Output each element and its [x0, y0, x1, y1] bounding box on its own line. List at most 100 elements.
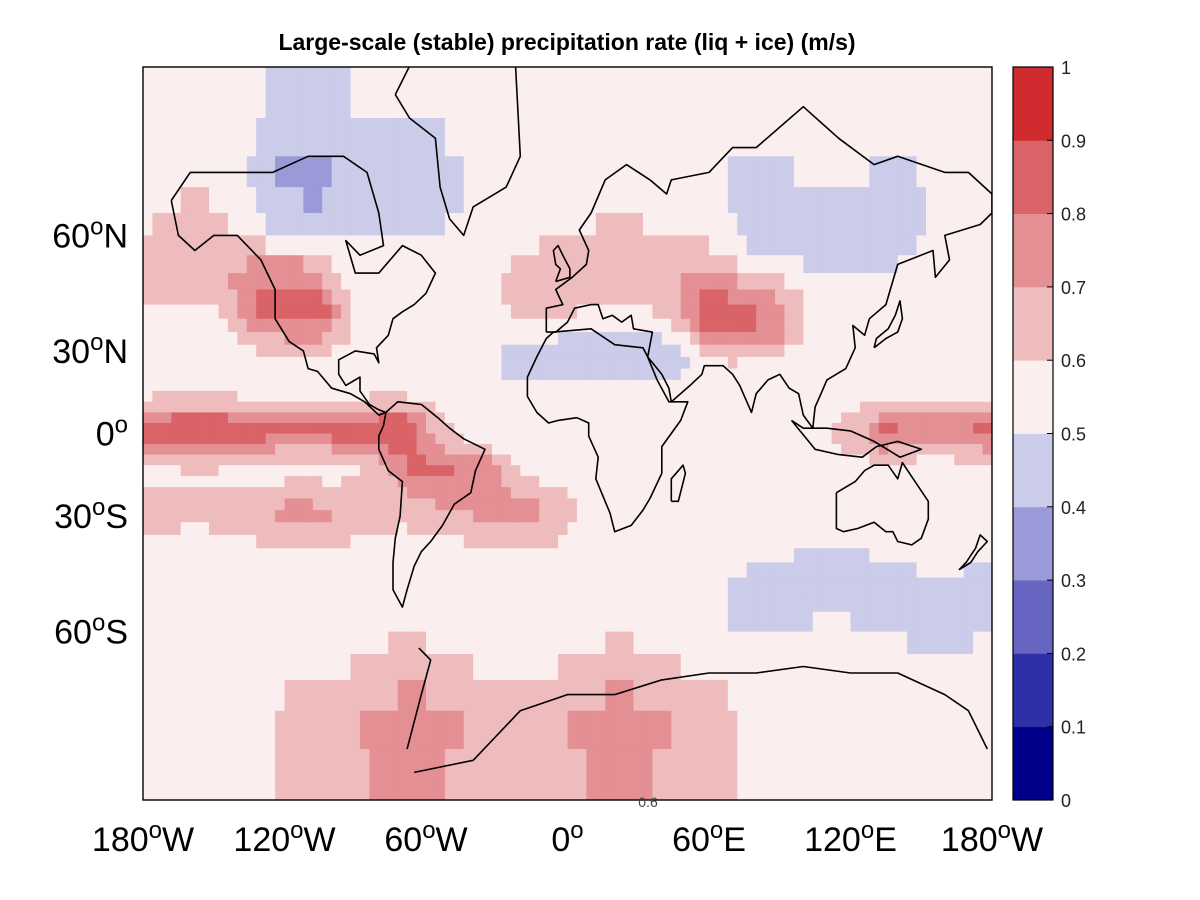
field-cell — [671, 356, 682, 370]
field-cell — [831, 476, 842, 488]
field-cell — [218, 631, 229, 655]
field-cell — [426, 390, 437, 403]
field-cell — [718, 548, 729, 564]
field-cell — [586, 498, 597, 511]
field-cell — [595, 235, 606, 256]
field-cell — [463, 273, 474, 291]
field-cell — [378, 379, 389, 392]
field-cell — [803, 289, 814, 306]
field-cell — [303, 465, 314, 477]
field-cell — [520, 156, 531, 188]
field-cell — [699, 679, 710, 712]
field-cell — [859, 498, 870, 511]
field-cell — [963, 562, 974, 579]
field-cell — [869, 344, 880, 358]
field-cell — [416, 534, 427, 549]
field-cell — [180, 611, 191, 633]
field-cell — [520, 390, 531, 403]
field-cell — [322, 710, 333, 750]
field-cell — [775, 654, 786, 681]
field-cell — [256, 212, 267, 236]
field-cell — [303, 390, 314, 403]
field-cell — [803, 534, 814, 549]
field-cell — [378, 465, 389, 477]
field-cell — [699, 412, 710, 424]
field-cell — [237, 273, 248, 291]
field-cell — [699, 187, 710, 214]
field-cell — [699, 593, 710, 613]
field-cell — [501, 465, 512, 477]
field-cell — [850, 749, 861, 800]
field-cell — [888, 390, 899, 403]
field-cell — [661, 156, 672, 188]
field-cell — [690, 577, 701, 595]
field-cell — [539, 654, 550, 681]
field-cell — [426, 235, 437, 256]
field-cell — [275, 593, 286, 613]
field-cell — [954, 498, 965, 511]
field-cell — [737, 344, 748, 358]
field-cell — [793, 344, 804, 358]
field-cell — [680, 476, 691, 488]
field-cell — [775, 156, 786, 188]
field-cell — [935, 577, 946, 595]
field-cell — [558, 534, 569, 549]
field-cell — [520, 454, 531, 466]
field-cell — [803, 344, 814, 358]
field-cell — [350, 187, 361, 214]
field-cell — [227, 749, 238, 800]
field-cell — [218, 368, 229, 381]
field-cell — [180, 534, 191, 549]
field-cell — [454, 710, 465, 750]
field-cell — [633, 433, 644, 445]
field-cell — [369, 679, 380, 712]
field-cell — [586, 117, 597, 157]
field-cell — [661, 631, 672, 655]
field-cell — [841, 510, 852, 523]
field-cell — [850, 611, 861, 633]
field-cell — [397, 577, 408, 595]
field-cell — [624, 187, 635, 214]
field-cell — [416, 356, 427, 370]
field-cell — [614, 212, 625, 236]
field-cell — [293, 318, 304, 333]
field-cell — [982, 187, 992, 214]
field-cell — [652, 749, 663, 800]
field-cell — [709, 379, 720, 392]
field-cell — [218, 273, 229, 291]
field-cell — [171, 156, 182, 188]
field-cell — [548, 611, 559, 633]
field-cell — [916, 487, 927, 500]
field-cell — [312, 444, 323, 456]
field-cell — [444, 654, 455, 681]
field-cell — [161, 368, 172, 381]
field-cell — [218, 498, 229, 511]
field-cell — [190, 577, 201, 595]
field-cell — [510, 444, 521, 456]
field-cell — [973, 344, 984, 358]
field-cell — [859, 332, 870, 346]
field-cell — [709, 390, 720, 403]
field-cell — [426, 593, 437, 613]
stray-label: 0.6 — [638, 794, 658, 810]
field-cell — [699, 422, 710, 435]
field-cell — [624, 679, 635, 712]
field-cell — [614, 454, 625, 466]
field-cell — [652, 255, 663, 274]
field-cell — [944, 255, 955, 274]
field-cell — [671, 379, 682, 392]
field-cell — [756, 522, 767, 536]
field-cell — [293, 235, 304, 256]
field-cell — [473, 356, 484, 370]
field-cell — [171, 117, 182, 157]
field-cell — [501, 454, 512, 466]
field-cell — [463, 710, 474, 750]
field-cell — [652, 67, 663, 119]
field-cell — [775, 433, 786, 445]
field-cell — [595, 498, 606, 511]
field-cell — [784, 117, 795, 157]
field-cell — [642, 356, 653, 370]
field-cell — [407, 255, 418, 274]
field-cell — [510, 332, 521, 346]
field-cell — [718, 235, 729, 256]
